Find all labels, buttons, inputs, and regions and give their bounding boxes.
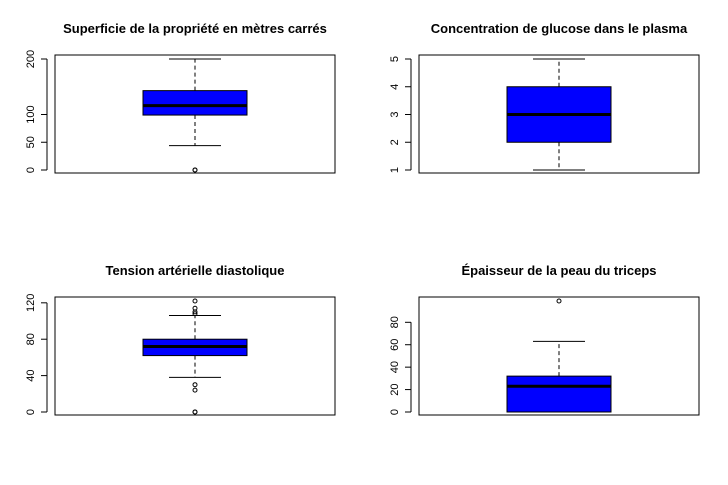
panel-property-area: Superficie de la propriété en mètres car…: [25, 21, 336, 174]
plot-frame: [418, 296, 700, 416]
y-tick-label: 60: [389, 339, 401, 351]
panel-triceps-skin: Épaisseur de la peau du triceps 0 20 40 60 8…: [389, 263, 700, 416]
y-tick-label: 2: [389, 139, 401, 145]
y-axis: 0 50 100 200: [25, 50, 48, 173]
y-tick-label: 1: [389, 167, 401, 173]
y-tick-label: 80: [25, 333, 37, 345]
chart-title: Concentration de glucose dans le plasma: [431, 21, 688, 36]
y-tick-label: 4: [389, 84, 401, 90]
y-tick-label: 50: [25, 136, 37, 148]
outlier-point: [192, 305, 198, 311]
y-axis: 0 20 40 60 80: [389, 316, 412, 415]
y-tick-label: 120: [25, 294, 37, 312]
boxplot-marks: [142, 298, 248, 415]
y-tick-label: 100: [25, 105, 37, 123]
y-tick-label: 200: [25, 50, 37, 68]
outlier-point: [192, 409, 198, 415]
panel-diastolic-pressure: Tension artérielle diastolique 0 40 80 120: [25, 263, 336, 416]
y-tick-label: 20: [389, 383, 401, 395]
boxplot-marks: [506, 298, 612, 413]
chart-title: Tension artérielle diastolique: [106, 263, 285, 278]
y-tick-label: 40: [389, 361, 401, 373]
y-tick-label: 0: [389, 409, 401, 415]
interquartile-box: [142, 90, 248, 116]
y-tick-label: 0: [25, 167, 37, 173]
y-tick-label: 5: [389, 56, 401, 62]
plot-frame: [54, 54, 336, 174]
panel-glucose: Concentration de glucose dans le plasma …: [389, 21, 700, 174]
outlier-point: [192, 382, 198, 388]
boxplot-marks: [506, 58, 612, 171]
outlier-point: [192, 167, 198, 173]
y-tick-label: 40: [25, 369, 37, 381]
chart-title: Épaisseur de la peau du triceps: [461, 263, 656, 278]
y-axis: 0 40 80 120: [25, 294, 48, 415]
y-axis: 1 2 3 4 5: [389, 56, 412, 173]
chart-title: Superficie de la propriété en mètres car…: [63, 21, 327, 36]
outlier-point: [192, 387, 198, 393]
plot-frame: [54, 296, 336, 416]
outlier-point: [556, 298, 562, 304]
boxplot-marks: [142, 58, 248, 173]
outlier-point: [192, 298, 198, 304]
y-tick-label: 3: [389, 111, 401, 117]
y-tick-label: 80: [389, 316, 401, 328]
y-tick-label: 0: [25, 409, 37, 415]
plot-frame: [418, 54, 700, 174]
outlier-point: [192, 311, 198, 317]
interquartile-box: [506, 375, 612, 413]
